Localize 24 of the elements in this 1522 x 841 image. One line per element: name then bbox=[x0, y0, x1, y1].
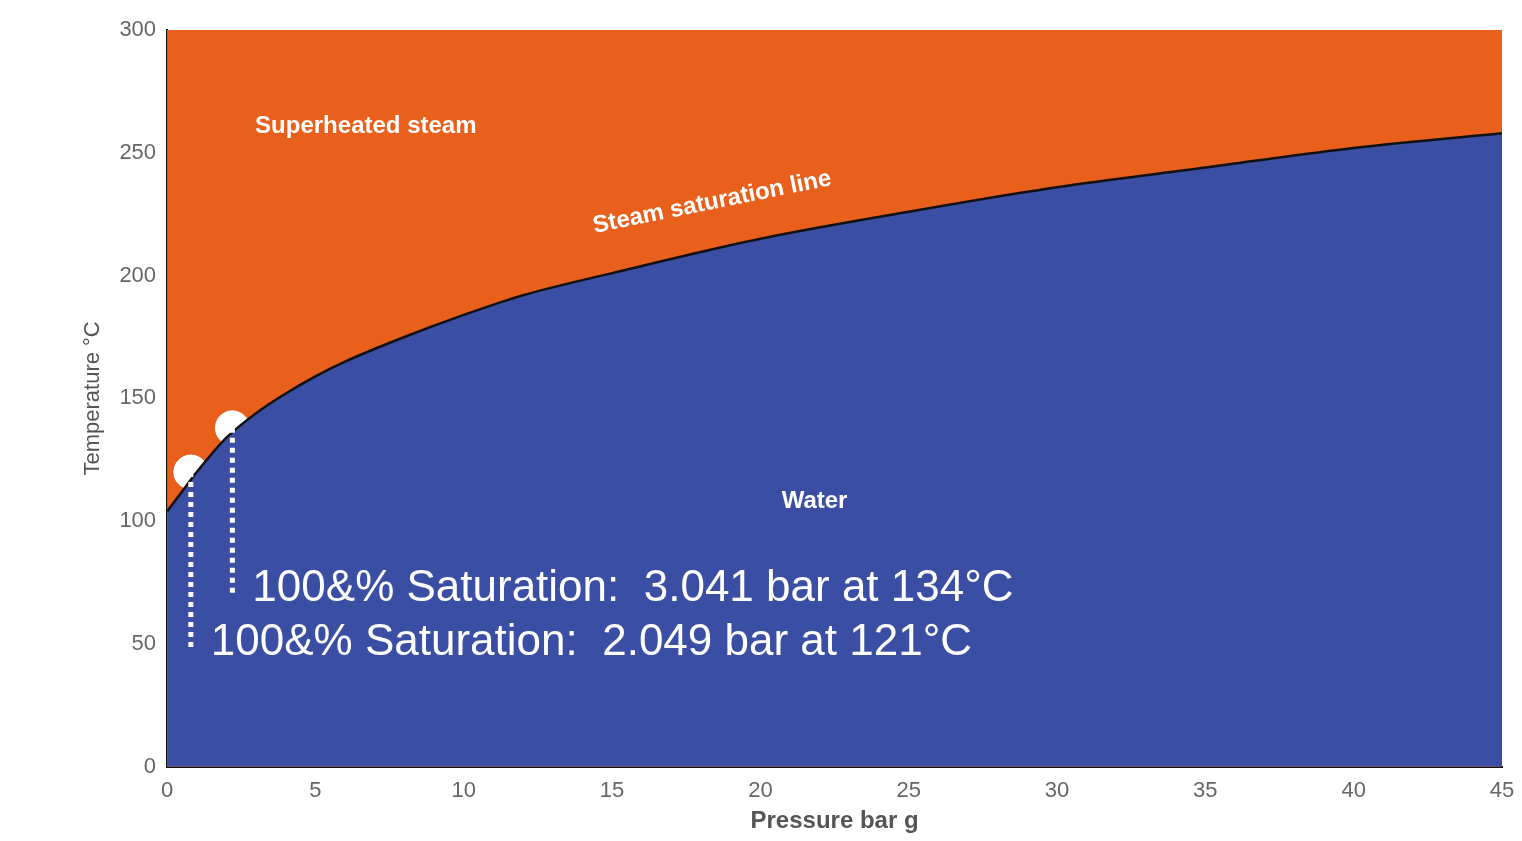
y-tick-label: 0 bbox=[143, 752, 157, 778]
y-axis-title: Temperature °C bbox=[79, 321, 105, 476]
x-tick-label: 5 bbox=[309, 777, 322, 803]
x-tick-label: 10 bbox=[451, 777, 476, 803]
annotation: 100&% Saturation: 3.041 bar at 134°C bbox=[252, 561, 1014, 611]
annotation: 100&% Saturation: 2.049 bar at 121°C bbox=[210, 615, 973, 665]
x-tick-label: 40 bbox=[1341, 777, 1366, 803]
series-label: Water bbox=[781, 486, 848, 514]
x-axis-title: Pressure bar g bbox=[750, 806, 919, 834]
y-tick-label: 250 bbox=[119, 138, 157, 164]
band-label: Superheated steam bbox=[255, 110, 477, 138]
annotation: Steam saturation line bbox=[590, 163, 834, 238]
x-tick-label: 15 bbox=[599, 777, 625, 803]
y-tick-label: 100 bbox=[119, 507, 157, 533]
x-tick-label: 25 bbox=[896, 777, 921, 803]
y-tick-label: 300 bbox=[119, 16, 157, 42]
y-tick-label: 150 bbox=[119, 384, 157, 410]
x-tick-label: 20 bbox=[748, 777, 773, 803]
x-tick-label: 45 bbox=[1489, 777, 1515, 803]
y-tick-label: 50 bbox=[131, 630, 157, 656]
x-tick-label: 0 bbox=[160, 777, 174, 803]
y-tick-label: 200 bbox=[119, 261, 157, 287]
x-tick-label: 30 bbox=[1044, 777, 1070, 803]
x-tick-label: 35 bbox=[1193, 777, 1218, 803]
